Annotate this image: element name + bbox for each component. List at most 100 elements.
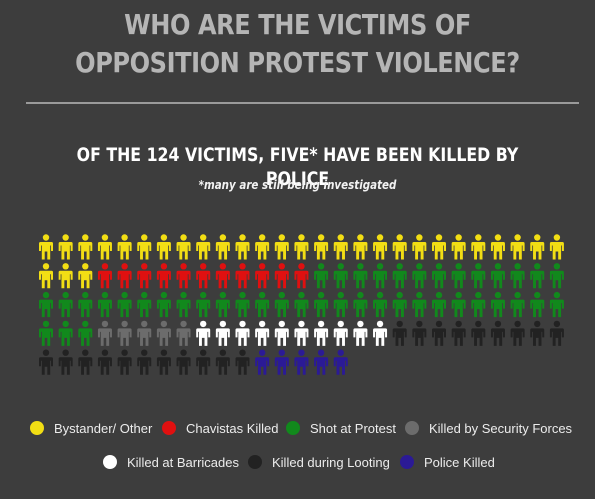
person-icon-bystander-other — [510, 234, 525, 260]
legend-dot-security-forces — [405, 421, 419, 435]
person-icon-chavistas-killed — [255, 263, 270, 289]
person-icon-killed-at-barricades — [196, 320, 211, 346]
person-icon-bystander-other — [78, 263, 93, 289]
person-icon-killed-during-looting — [39, 349, 53, 375]
person-icon-killed-during-looting — [156, 349, 171, 375]
person-icon-shot-at-protest — [510, 263, 525, 289]
person-icon-bystander-other — [196, 234, 211, 260]
person-icon-bystander-other — [39, 263, 53, 289]
person-icon-bystander-other — [490, 234, 505, 260]
person-icon-chavistas-killed — [97, 263, 112, 289]
person-icon-bystander-other — [58, 234, 73, 260]
person-icon-bystander-other — [176, 234, 191, 260]
person-icon-shot-at-protest — [39, 291, 53, 318]
person-icon-bystander-other — [549, 234, 564, 260]
person-icon-bystander-other — [255, 234, 270, 260]
person-icon-killed-at-barricades — [314, 320, 329, 346]
person-icon-chavistas-killed — [235, 263, 250, 289]
person-icon-killed-during-looting — [58, 349, 73, 375]
person-icon-shot-at-protest — [274, 291, 289, 318]
legend-dot-police-killed — [400, 455, 414, 469]
legend-dot-shot-at-protest — [286, 421, 300, 435]
person-icon-bystander-other — [97, 234, 112, 260]
person-icon-police-killed — [294, 349, 309, 375]
person-icon-shot-at-protest — [451, 291, 466, 318]
person-icon-shot-at-protest — [549, 291, 564, 318]
person-icon-bystander-other — [530, 234, 545, 260]
person-icon-shot-at-protest — [314, 291, 329, 318]
title-line-2: OPPOSITION PROTEST VIOLENCE? — [75, 46, 520, 79]
person-icon-shot-at-protest — [314, 263, 329, 289]
title-line-1: WHO ARE THE VICTIMS OF — [124, 8, 471, 41]
person-icon-chavistas-killed — [156, 263, 171, 289]
person-icon-killed-at-barricades — [274, 320, 289, 346]
person-icon-bystander-other — [215, 234, 230, 260]
legend-item-shot-at-protest: Shot at Protest — [286, 418, 396, 438]
person-icon-chavistas-killed — [274, 263, 289, 289]
legend-label-police-killed: Police Killed — [424, 454, 495, 470]
person-icon-shot-at-protest — [392, 291, 407, 318]
title-divider — [26, 102, 579, 104]
legend-dot-barricades — [103, 455, 117, 469]
legend-item-security-forces: Killed by Security Forces — [405, 418, 572, 438]
legend-item-chavistas: Chavistas Killed — [162, 418, 279, 438]
person-icon-bystander-other — [58, 263, 73, 289]
page-title: WHO ARE THE VICTIMS OF OPPOSITION PROTES… — [42, 6, 554, 82]
person-icon-shot-at-protest — [549, 263, 564, 289]
person-icon-shot-at-protest — [471, 291, 486, 318]
person-icon-shot-at-protest — [176, 291, 191, 318]
person-icon-shot-at-protest — [117, 291, 132, 318]
person-icon-killed-at-barricades — [373, 320, 388, 346]
person-icon-shot-at-protest — [215, 291, 230, 318]
person-icon-shot-at-protest — [78, 320, 93, 346]
legend-dot-chavistas — [162, 421, 176, 435]
person-icon-shot-at-protest — [97, 291, 112, 318]
legend-label-security-forces: Killed by Security Forces — [429, 420, 573, 436]
person-icon-killed-during-looting — [471, 320, 486, 346]
person-icon-shot-at-protest — [530, 263, 545, 289]
person-icon-bystander-other — [432, 234, 446, 260]
person-icon-shot-at-protest — [58, 291, 73, 318]
person-icon-bystander-other — [392, 234, 407, 260]
person-icon-killed-during-looting — [196, 349, 211, 375]
person-icon-shot-at-protest — [235, 291, 250, 318]
legend-item-barricades: Killed at Barricades — [103, 452, 239, 472]
legend-label-looting: Killed during Looting — [272, 454, 390, 470]
person-icon-bystander-other — [373, 234, 388, 260]
person-icon-killed-during-looting — [176, 349, 191, 375]
person-icon-shot-at-protest — [451, 263, 466, 289]
person-icon-bystander-other — [78, 234, 93, 260]
person-icon-killed-at-barricades — [235, 320, 250, 346]
person-icon-killed-during-looting — [412, 320, 427, 346]
person-icon-shot-at-protest — [78, 291, 93, 318]
person-icon-chavistas-killed — [176, 263, 191, 289]
legend-dot-looting — [248, 455, 262, 469]
legend-item-bystander: Bystander/ Other — [30, 418, 152, 438]
person-icon-bystander-other — [333, 234, 348, 260]
person-icon-killed-by-security-forces — [137, 320, 152, 346]
person-icon-killed-during-looting — [432, 320, 446, 346]
person-icon-bystander-other — [471, 234, 486, 260]
person-icon-killed-by-security-forces — [97, 320, 112, 346]
person-icon-killed-during-looting — [392, 320, 407, 346]
person-icon-chavistas-killed — [196, 263, 211, 289]
person-icon-shot-at-protest — [530, 291, 545, 318]
person-icon-killed-during-looting — [137, 349, 152, 375]
person-icon-shot-at-protest — [392, 263, 407, 289]
person-icon-bystander-other — [451, 234, 466, 260]
person-icon-bystander-other — [353, 234, 368, 260]
person-icon-shot-at-protest — [333, 263, 348, 289]
pictograph-chart — [39, 234, 564, 375]
person-icon-bystander-other — [156, 234, 171, 260]
legend-item-looting: Killed during Looting — [248, 452, 390, 472]
legend-label-chavistas: Chavistas Killed — [186, 420, 279, 436]
legend-item-police-killed: Police Killed — [400, 452, 495, 472]
person-icon-chavistas-killed — [294, 263, 309, 289]
person-icon-shot-at-protest — [58, 320, 73, 346]
person-icon-bystander-other — [274, 234, 289, 260]
person-icon-bystander-other — [314, 234, 329, 260]
person-icon-killed-during-looting — [235, 349, 250, 375]
person-icon-bystander-other — [412, 234, 427, 260]
person-icon-police-killed — [333, 349, 348, 375]
person-icon-bystander-other — [235, 234, 250, 260]
